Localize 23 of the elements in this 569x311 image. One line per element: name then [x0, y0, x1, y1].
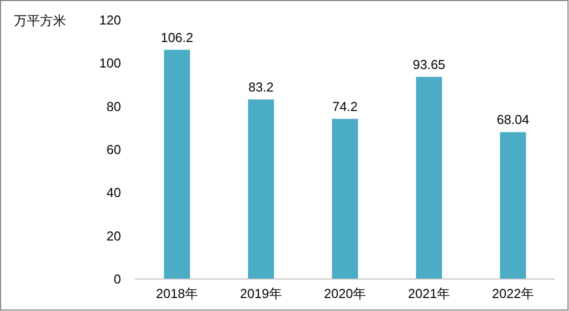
y-tick-label: 120 [99, 12, 121, 28]
y-tick-label: 40 [106, 185, 121, 200]
x-tick-label: 2022年 [492, 286, 534, 301]
y-tick-label: 60 [106, 142, 121, 158]
y-tick-label: 80 [106, 98, 121, 114]
x-tick-label: 2020年 [324, 286, 366, 301]
data-label: 93.65 [412, 56, 446, 72]
data-label: 74.2 [332, 98, 358, 114]
bar [164, 50, 190, 279]
x-tick-label: 2021年 [408, 286, 450, 301]
data-label: 83.2 [248, 79, 274, 94]
y-tick-label: 100 [99, 56, 121, 71]
bar [332, 118, 358, 279]
bar [500, 132, 526, 279]
bar [416, 76, 442, 279]
y-axis-title: 万平方米 [14, 13, 66, 28]
bar [248, 99, 274, 279]
y-tick-label: 0 [114, 272, 121, 287]
x-tick-label: 2018年 [156, 286, 198, 301]
data-label: 106.2 [160, 30, 194, 45]
x-tick-label: 2019年 [240, 286, 282, 301]
y-tick-label: 20 [106, 228, 121, 244]
data-label: 68.04 [496, 112, 530, 128]
